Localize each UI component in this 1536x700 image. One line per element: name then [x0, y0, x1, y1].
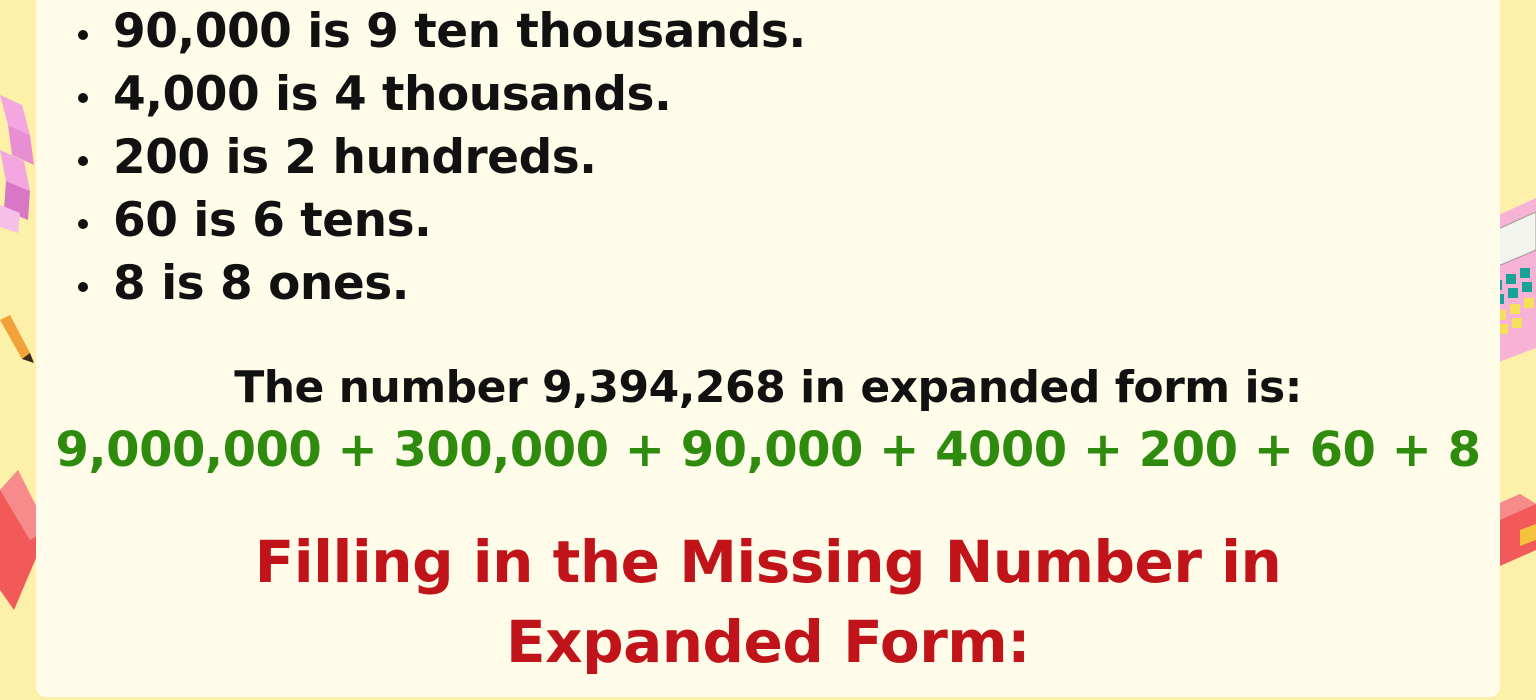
section-title: Filling in the Missing Number in Expande… [0, 522, 1536, 682]
place-value-item: 200 is 2 hundreds. [74, 128, 806, 191]
bullet-dot-icon [78, 282, 88, 292]
pencil-decoration [0, 315, 34, 363]
bullet-dot-icon [78, 219, 88, 229]
pink-cubes-decoration [0, 95, 34, 233]
expanded-form-heading: The number 9,394,268 in expanded form is… [234, 362, 1302, 413]
bullet-dot-icon [78, 156, 88, 166]
content-card [36, 0, 1500, 697]
bullet-dot-icon [78, 30, 88, 40]
bullet-dot-icon [78, 93, 88, 103]
place-value-item: 90,000 is 9 ten thousands. [74, 2, 806, 65]
place-value-list: 90,000 is 9 ten thousands. 4,000 is 4 th… [74, 2, 806, 317]
place-value-item: 8 is 8 ones. [74, 254, 806, 317]
section-title-line-1: Filling in the Missing Number in [254, 528, 1282, 596]
expanded-form-value: 9,000,000 + 300,000 + 90,000 + 4000 + 20… [55, 422, 1481, 478]
place-value-item: 60 is 6 tens. [74, 191, 806, 254]
section-title-line-2: Expanded Form: [506, 608, 1030, 676]
place-value-item: 4,000 is 4 thousands. [74, 65, 806, 128]
